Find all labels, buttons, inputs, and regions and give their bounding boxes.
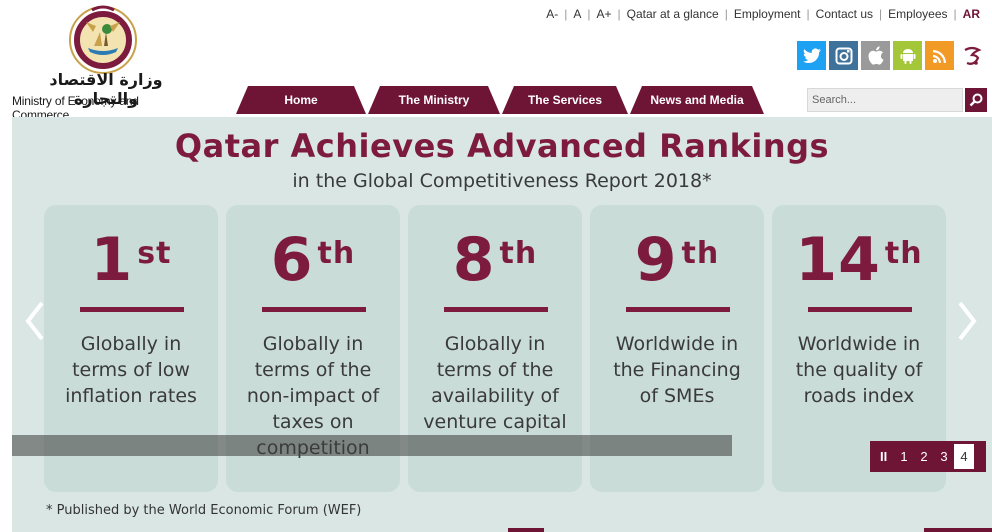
instagram-icon[interactable] (829, 41, 858, 70)
chevron-left-icon[interactable] (24, 299, 46, 343)
hukoomi-icon[interactable] (957, 41, 986, 70)
utility-nav: A- | A | A+ | Qatar at a glance | Employ… (540, 7, 986, 21)
page-2-button[interactable]: 2 (920, 449, 928, 464)
rank-description: Globally in terms of low inflation rates (65, 333, 197, 407)
font-increase-link[interactable]: A+ (596, 7, 612, 21)
card-divider (808, 307, 912, 312)
logo-arabic-name: وزارة الاقتصاد والتجارة (49, 70, 163, 108)
search-box (807, 88, 987, 114)
search-input[interactable] (807, 88, 964, 112)
nav-the-ministry[interactable]: The Ministry (368, 86, 500, 114)
employment-link[interactable]: Employment (733, 7, 801, 21)
social-icons (797, 41, 986, 70)
card-divider (80, 307, 184, 312)
arabic-language-link[interactable]: AR (962, 7, 980, 21)
separator: | (953, 7, 957, 21)
pause-button[interactable]: II (880, 449, 888, 464)
nav-the-services[interactable]: The Services (502, 86, 628, 114)
contact-us-link[interactable]: Contact us (815, 7, 874, 21)
font-decrease-link[interactable]: A- (546, 7, 559, 21)
caption-overlay (12, 435, 732, 456)
ministry-logo[interactable]: وزارة الاقتصاد والتجارة Ministry of Econ… (8, 0, 188, 122)
page-4-button[interactable]: 4 (954, 444, 974, 469)
android-icon[interactable] (893, 41, 922, 70)
banner-subhead: in the Global Competitiveness Report 201… (292, 170, 712, 192)
employees-link[interactable]: Employees (888, 7, 948, 21)
rank-description: Worldwide in the quality of roads index (795, 333, 923, 407)
rank-description: Globally in terms of the availability of ve… (423, 333, 567, 433)
separator: | (564, 7, 568, 21)
card-divider (444, 307, 548, 312)
card-divider (626, 307, 730, 312)
banner-headline: Qatar Achieves Advanced Rankings (174, 127, 830, 165)
accent-strip (924, 528, 992, 532)
separator: | (879, 7, 883, 21)
search-icon (969, 93, 983, 107)
nav-home[interactable]: Home (236, 86, 366, 114)
slider-pager: II 1 2 3 4 (870, 441, 986, 472)
separator: | (806, 7, 810, 21)
rankings-banner[interactable]: Qatar Achieves Advanced Rankings in the … (12, 117, 992, 532)
twitter-icon[interactable] (797, 41, 826, 70)
font-default-link[interactable]: A (573, 7, 582, 21)
apple-icon[interactable] (861, 41, 890, 70)
separator: | (617, 7, 621, 21)
page-1-button[interactable]: 1 (900, 449, 908, 464)
banner-footnote: * Published by the World Economic Forum … (46, 503, 362, 518)
card-divider (262, 307, 366, 312)
separator: | (724, 7, 728, 21)
qatar-emblem-icon (69, 5, 137, 74)
nav-news-and-media[interactable]: News and Media (630, 86, 764, 114)
rank-description: Worldwide in the Financing of SMEs (613, 333, 741, 407)
search-button[interactable] (965, 88, 987, 112)
rss-icon[interactable] (925, 41, 954, 70)
accent-strip (508, 528, 544, 532)
qatar-at-a-glance-link[interactable]: Qatar at a glance (626, 7, 719, 21)
separator: | (587, 7, 591, 21)
page-3-button[interactable]: 3 (940, 449, 948, 464)
main-nav: Home The Ministry The Services News and … (236, 86, 776, 114)
chevron-right-icon[interactable] (956, 299, 978, 343)
